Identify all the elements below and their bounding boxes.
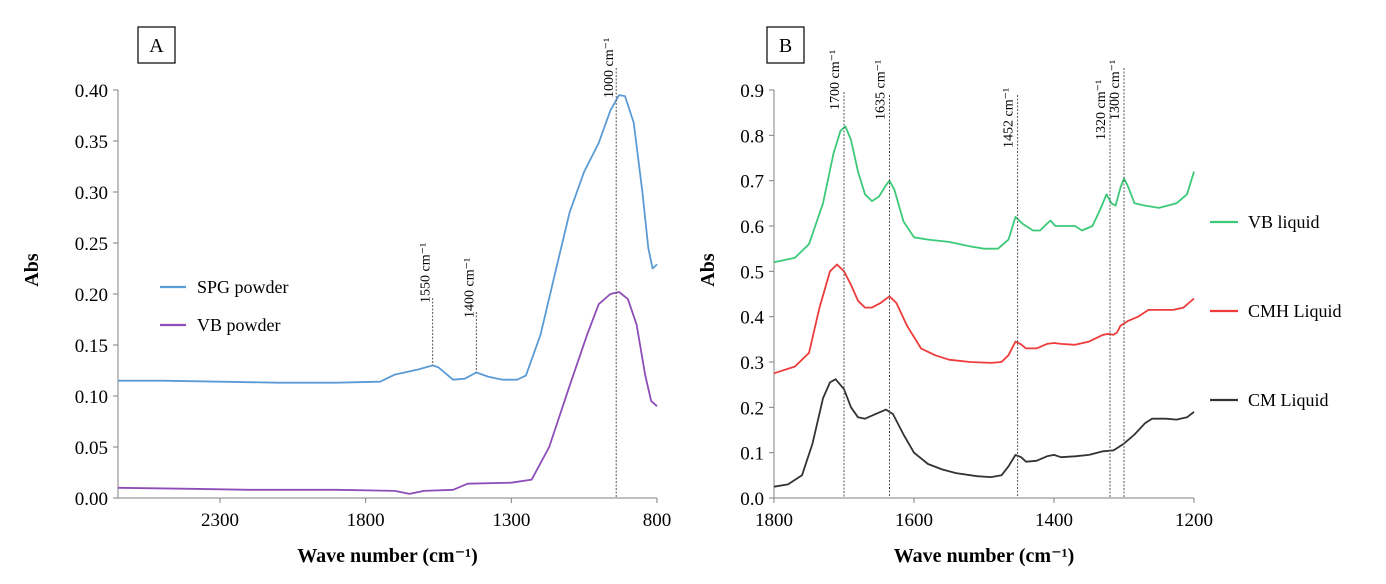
y-tick-label: 0.2 xyxy=(740,398,764,419)
legend-label: CMH Liquid xyxy=(1248,301,1342,321)
series-line-vb-powder xyxy=(117,291,658,495)
y-tick-label: 0.00 xyxy=(75,489,108,510)
panel-label: B xyxy=(779,35,792,57)
series-line-cm-liquid xyxy=(773,378,1195,488)
legend-label: VB powder xyxy=(197,315,281,335)
annotation-label: 1000 cm⁻¹ xyxy=(602,38,617,98)
y-tick-label: 0.8 xyxy=(740,126,764,147)
y-axis-title: Abs xyxy=(697,253,719,287)
y-tick-label: 0.4 xyxy=(740,308,764,329)
annotation-label: 1400 cm⁻¹ xyxy=(462,258,477,318)
y-tick-label: 0.5 xyxy=(740,262,764,283)
annotation-label: 1300 cm⁻¹ xyxy=(1108,60,1123,120)
x-tick-label: 1400 xyxy=(1035,510,1073,531)
panel-a: A 0.00 0.05 0.10 0.15 0.20 0.25 0.30 0.35 0.40 230… xyxy=(21,26,672,567)
annotation-label: 1700 cm⁻¹ xyxy=(828,50,843,110)
x-axis-title: Wave number (cm⁻¹) xyxy=(894,545,1075,567)
y-tick-label: 0.25 xyxy=(75,234,108,255)
y-tick-label: 0.15 xyxy=(75,336,108,357)
y-tick-label: 0.3 xyxy=(740,353,764,374)
x-axis-title: Wave number (cm⁻¹) xyxy=(297,545,478,567)
series-line-vb-liquid xyxy=(773,125,1195,264)
y-tick-label: 0.6 xyxy=(740,217,764,238)
y-axis-title: Abs xyxy=(21,253,43,287)
y-tick-label: 0.20 xyxy=(75,285,108,306)
annotation-label: 1550 cm⁻¹ xyxy=(419,243,434,303)
y-tick-label: 0.30 xyxy=(75,183,108,204)
y-tick-label: 0.35 xyxy=(75,132,108,153)
panel-b: B 0.0 0.1 0.2 0.3 0.4 0.5 0.6 0.7 0.8 0.9 1800 1600 1… xyxy=(697,26,1342,567)
y-tick-label: 0.1 xyxy=(740,444,764,465)
y-tick-label: 0.0 xyxy=(740,489,764,510)
x-tick-label: 2300 xyxy=(201,510,239,531)
panel-label: A xyxy=(149,35,164,57)
y-tick-label: 0.40 xyxy=(75,81,108,102)
annotation-label: 1635 cm⁻¹ xyxy=(874,60,889,120)
x-tick-label: 1200 xyxy=(1175,510,1213,531)
panel-label-box xyxy=(766,26,805,64)
series-line-spg-powder xyxy=(118,94,658,384)
x-tick-label: 800 xyxy=(643,510,672,531)
y-tick-label: 0.05 xyxy=(75,438,108,459)
legend-label: VB liquid xyxy=(1248,212,1320,232)
x-tick-label: 1300 xyxy=(492,510,530,531)
x-tick-label: 1800 xyxy=(347,510,385,531)
legend-label: SPG powder xyxy=(197,277,289,297)
y-tick-label: 0.7 xyxy=(740,172,764,193)
x-tick-label: 1800 xyxy=(755,510,793,531)
panel-label-box xyxy=(137,26,176,64)
legend-label: CM Liquid xyxy=(1248,390,1329,410)
y-tick-label: 0.10 xyxy=(75,387,108,408)
annotation-label: 1452 cm⁻¹ xyxy=(1002,88,1017,148)
series-line-cmh-liquid xyxy=(773,263,1195,375)
x-tick-label: 1600 xyxy=(895,510,933,531)
y-tick-label: 0.9 xyxy=(740,81,764,102)
annotation-label: 1320 cm⁻¹ xyxy=(1094,80,1109,140)
